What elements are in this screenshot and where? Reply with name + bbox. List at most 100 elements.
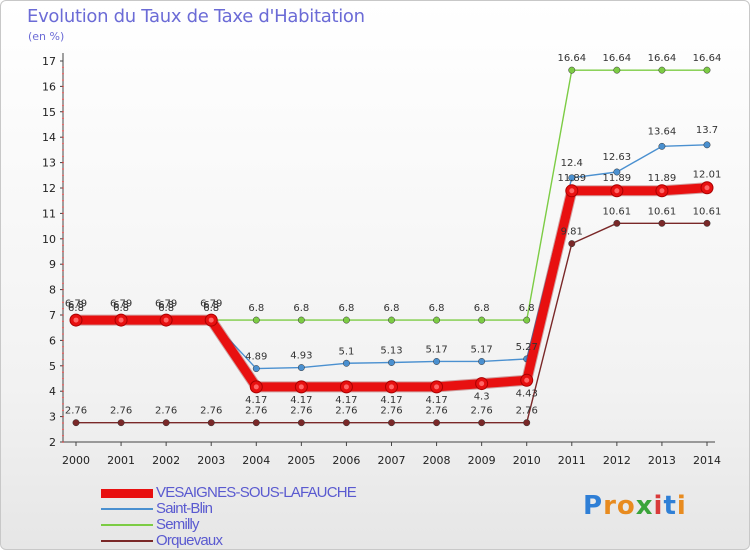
data-point bbox=[207, 419, 215, 427]
data-label: 2.76 bbox=[110, 406, 132, 417]
y-minor-tick bbox=[62, 180, 64, 183]
data-point-highlight bbox=[253, 384, 259, 390]
y-minor-tick bbox=[62, 91, 64, 94]
y-minor-tick bbox=[62, 187, 64, 189]
data-point bbox=[72, 419, 80, 427]
y-tick-label: 13 bbox=[42, 157, 56, 170]
y-minor-tick bbox=[62, 282, 64, 285]
data-label: 2.76 bbox=[471, 406, 493, 417]
y-minor-tick bbox=[62, 104, 64, 107]
data-label: 6.8 bbox=[158, 300, 174, 311]
y-minor-tick bbox=[62, 276, 64, 278]
data-point-highlight bbox=[343, 384, 349, 390]
data-point-highlight bbox=[163, 317, 169, 323]
y-tick-label: 7 bbox=[49, 309, 56, 322]
data-label: 5.17 bbox=[425, 344, 447, 355]
x-tick-label: 2008 bbox=[423, 454, 451, 467]
data-label: 2.76 bbox=[200, 406, 222, 417]
data-point bbox=[478, 316, 486, 324]
data-label: 6.79 bbox=[65, 298, 87, 309]
logo-letter: x bbox=[635, 491, 654, 521]
data-point bbox=[252, 419, 260, 427]
legend-swatch bbox=[101, 540, 153, 542]
y-minor-tick bbox=[62, 168, 64, 170]
x-tick-label: 2014 bbox=[693, 454, 721, 467]
data-label: 13.64 bbox=[648, 126, 677, 137]
data-label: 6.8 bbox=[338, 303, 354, 314]
y-tick-label: 8 bbox=[49, 284, 56, 297]
y-minor-tick bbox=[62, 434, 64, 437]
y-minor-tick bbox=[62, 295, 64, 297]
y-minor-tick bbox=[62, 403, 64, 405]
logo-letter: i bbox=[676, 491, 687, 521]
y-minor-tick bbox=[62, 409, 64, 412]
data-point bbox=[658, 219, 666, 227]
data-label: 6.8 bbox=[68, 303, 84, 314]
proxiti-logo: Proxiti bbox=[583, 491, 687, 521]
data-point-highlight bbox=[208, 317, 214, 323]
data-point-highlight bbox=[298, 384, 304, 390]
y-minor-tick bbox=[62, 352, 64, 354]
data-label: 2.76 bbox=[155, 406, 177, 417]
y-minor-tick bbox=[62, 333, 64, 335]
logo-letter: t bbox=[663, 491, 677, 521]
x-tick-label: 2002 bbox=[152, 454, 180, 467]
data-label: 6.8 bbox=[68, 300, 84, 311]
y-minor-tick bbox=[62, 371, 64, 373]
y-tick-label: 5 bbox=[49, 360, 56, 373]
data-point bbox=[433, 358, 441, 365]
y-minor-tick bbox=[62, 161, 64, 164]
y-minor-tick bbox=[62, 72, 64, 75]
data-point bbox=[297, 419, 305, 427]
y-minor-tick bbox=[62, 66, 64, 69]
data-label: 4.17 bbox=[335, 395, 357, 406]
data-point bbox=[613, 66, 621, 74]
data-point bbox=[523, 419, 531, 427]
data-point bbox=[388, 359, 395, 366]
y-tick-label: 10 bbox=[42, 233, 56, 246]
data-label: 4.17 bbox=[290, 395, 312, 406]
y-minor-tick bbox=[62, 301, 64, 304]
data-label: 6.79 bbox=[200, 298, 222, 309]
data-point bbox=[117, 419, 125, 427]
data-label: 6.79 bbox=[155, 298, 177, 309]
data-label: 6.8 bbox=[384, 303, 400, 314]
y-minor-tick bbox=[62, 384, 64, 386]
data-label: 6.8 bbox=[474, 303, 490, 314]
y-minor-tick bbox=[62, 269, 64, 272]
logo-letter: i bbox=[653, 491, 664, 521]
data-label: 6.79 bbox=[110, 298, 132, 309]
data-point bbox=[703, 219, 711, 227]
legend-swatch bbox=[101, 488, 153, 498]
data-label: 2.76 bbox=[245, 406, 267, 417]
x-tick-label: 2000 bbox=[62, 454, 90, 467]
data-label: 6.8 bbox=[203, 303, 219, 314]
data-point bbox=[478, 358, 486, 365]
data-point bbox=[523, 316, 531, 324]
data-label: 4.89 bbox=[245, 352, 267, 363]
y-minor-tick bbox=[62, 79, 64, 81]
y-minor-tick bbox=[62, 422, 64, 424]
data-point bbox=[297, 364, 305, 372]
data-label: 16.64 bbox=[693, 53, 722, 64]
data-label: 4.3 bbox=[474, 392, 490, 403]
data-point bbox=[568, 240, 576, 248]
chart-subtitle: (en %) bbox=[28, 30, 65, 43]
data-label: 6.8 bbox=[248, 303, 264, 314]
y-minor-tick bbox=[62, 231, 64, 234]
data-label: 2.76 bbox=[290, 406, 312, 417]
legend-swatch bbox=[101, 524, 153, 526]
data-point-highlight bbox=[704, 185, 710, 191]
data-label: 2.76 bbox=[516, 406, 538, 417]
y-minor-tick bbox=[62, 155, 64, 158]
x-tick-label: 2013 bbox=[648, 454, 676, 467]
y-minor-tick bbox=[62, 136, 64, 138]
data-point bbox=[658, 66, 666, 74]
y-minor-tick bbox=[62, 117, 64, 119]
data-label: 5.1 bbox=[338, 346, 354, 357]
legend-label: Semilly bbox=[156, 516, 200, 533]
data-point bbox=[252, 365, 260, 373]
y-tick-label: 4 bbox=[49, 385, 56, 398]
data-label: 6.8 bbox=[158, 303, 174, 314]
